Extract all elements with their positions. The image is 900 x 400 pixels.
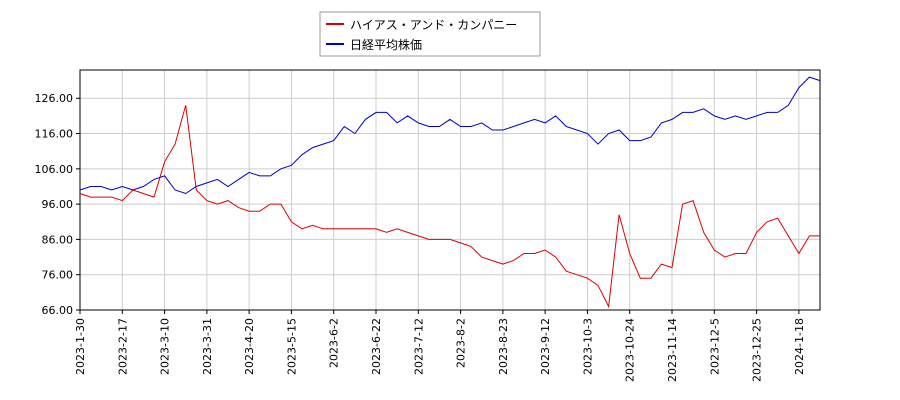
x-tick-label: 2023-3-10 xyxy=(159,318,172,375)
y-tick-label: 106.00 xyxy=(35,163,74,176)
legend-label: ハイアス・アンド・カンパニー xyxy=(350,18,517,32)
y-tick-label: 96.00 xyxy=(42,198,74,211)
x-tick-label: 2023-2-17 xyxy=(116,318,129,375)
y-tick-label: 126.00 xyxy=(35,92,74,105)
line-series xyxy=(79,105,820,309)
y-tick-label: 116.00 xyxy=(35,128,74,141)
line-series xyxy=(79,76,821,195)
x-tick-label: 2024-1-18 xyxy=(793,318,806,375)
plot-area xyxy=(80,70,820,310)
x-tick-label: 2023-6-2 xyxy=(328,318,341,368)
x-tick-label: 2023-4-20 xyxy=(243,318,256,375)
x-tick-label: 2023-10-24 xyxy=(624,318,637,382)
y-tick-label: 66.00 xyxy=(42,304,74,317)
x-tick-label: 2023-3-31 xyxy=(201,318,214,375)
y-tick-label: 86.00 xyxy=(42,233,74,246)
x-tick-label: 2023-9-12 xyxy=(539,318,552,375)
x-tick-label: 2023-1-30 xyxy=(74,318,87,375)
y-tick-label: 76.00 xyxy=(42,269,74,282)
legend-label: 日経平均株価 xyxy=(350,37,422,52)
x-tick-label: 2023-8-23 xyxy=(497,318,510,375)
x-tick-label: 2023-7-12 xyxy=(412,318,425,375)
x-tick-label: 2023-6-22 xyxy=(370,318,383,375)
legend-box xyxy=(319,11,541,57)
x-tick-label: 2023-12-25 xyxy=(751,318,764,382)
x-tick-label: 2023-12-5 xyxy=(708,318,721,375)
x-tick-label: 2023-8-2 xyxy=(455,318,468,368)
x-tick-label: 2023-10-3 xyxy=(581,318,594,375)
x-tick-label: 2023-5-15 xyxy=(285,318,298,375)
x-tick-label: 2023-11-14 xyxy=(666,318,679,382)
